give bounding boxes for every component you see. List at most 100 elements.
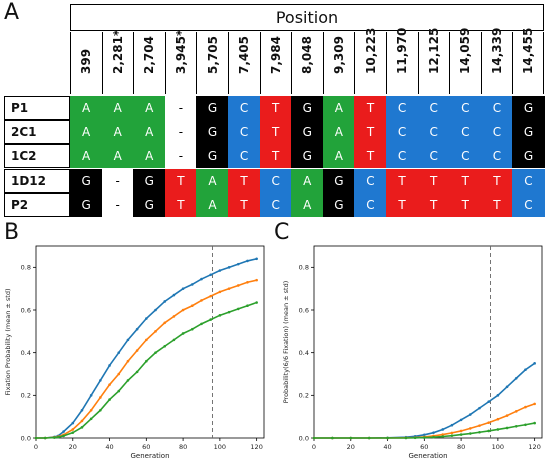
- series-2: [312, 421, 536, 440]
- chart-b: 0 20 40 60 80 100 120 0.0 0.2 0.4 0.6 0.8 Generation…: [4, 245, 265, 459]
- data-point: [99, 379, 102, 382]
- base-cell: T: [354, 144, 387, 168]
- data-point: [99, 396, 102, 399]
- y-tick-label: 0.8: [21, 264, 31, 272]
- base-cell: -: [164, 120, 197, 144]
- base-cell: A: [291, 193, 324, 217]
- y-tick-label: 0.4: [21, 349, 31, 357]
- data-point: [432, 431, 435, 434]
- plot-frame: [313, 245, 543, 439]
- data-point: [524, 405, 527, 409]
- data-point: [43, 436, 47, 440]
- x-tick-label: 120: [528, 443, 540, 451]
- data-point: [441, 435, 445, 438]
- data-point: [163, 300, 167, 303]
- position-label: 9,309: [332, 36, 347, 74]
- data-point: [255, 257, 258, 261]
- base-cell: G: [291, 120, 324, 144]
- x-tick-label: 0: [34, 443, 38, 451]
- data-point: [126, 379, 130, 382]
- data-point: [181, 332, 185, 335]
- y-tick-label: 0.0: [299, 434, 309, 442]
- data-point: [533, 362, 536, 365]
- data-point: [89, 417, 93, 421]
- base-cell: G: [512, 96, 545, 120]
- base-cell: T: [228, 193, 261, 217]
- data-point: [172, 338, 176, 342]
- data-point: [154, 330, 157, 333]
- position-col-8: 9,309: [322, 32, 355, 94]
- data-point: [89, 408, 93, 412]
- data-point: [200, 277, 203, 281]
- data-point: [34, 436, 38, 440]
- data-point: [80, 426, 84, 429]
- position-col-13: 14,339: [480, 28, 513, 94]
- data-point: [533, 402, 536, 406]
- x-tick-label: 40: [383, 443, 391, 451]
- data-point: [209, 294, 212, 298]
- base-cell: C: [449, 120, 482, 144]
- data-point: [163, 321, 167, 325]
- position-col-11: 12,125: [417, 28, 450, 94]
- base-cell: C: [449, 144, 482, 168]
- data-point: [62, 434, 65, 438]
- position-label: 3,945*: [174, 29, 189, 74]
- base-cell: C: [417, 144, 450, 168]
- row-label: 2C1: [4, 120, 70, 144]
- x-tick-label: 20: [69, 443, 77, 451]
- data-point: [349, 436, 353, 440]
- position-label: 14,455: [521, 27, 536, 74]
- base-cell: A: [101, 144, 134, 168]
- base-cell: C: [354, 193, 387, 217]
- y-axis-label: Probability(6/6 Fixation) (mean ± std): [282, 281, 290, 404]
- data-point: [218, 314, 222, 317]
- data-point: [386, 436, 389, 440]
- data-point: [514, 410, 518, 413]
- y-tick-label: 0.8: [299, 264, 309, 272]
- position-col-0: 399: [70, 32, 102, 94]
- x-tick-label: 80: [457, 443, 465, 451]
- data-point: [135, 327, 139, 331]
- series-line: [314, 362, 536, 439]
- data-point: [154, 351, 157, 354]
- data-point: [487, 400, 490, 404]
- data-point: [71, 428, 75, 431]
- data-point: [227, 310, 231, 314]
- base-cell: T: [259, 96, 292, 120]
- data-point: [117, 351, 121, 354]
- data-point: [312, 436, 316, 440]
- base-cell: G: [322, 193, 355, 217]
- base-cell: T: [480, 169, 513, 193]
- base-cell: A: [196, 169, 229, 193]
- base-cell: T: [449, 193, 482, 217]
- base-cell: C: [259, 193, 292, 217]
- data-point: [505, 385, 509, 389]
- base-cell: C: [449, 96, 482, 120]
- data-point: [524, 423, 527, 427]
- base-cell: T: [164, 169, 197, 193]
- row-label: 1D12: [4, 169, 70, 193]
- x-tick-label: 80: [179, 443, 187, 451]
- data-point: [108, 398, 111, 401]
- data-point: [135, 370, 139, 374]
- data-point: [423, 436, 426, 439]
- base-cell: G: [196, 144, 229, 168]
- base-cell: T: [259, 144, 292, 168]
- data-point: [432, 435, 435, 439]
- row-label: P1: [4, 96, 70, 120]
- base-cell: G: [70, 193, 103, 217]
- base-cell: C: [228, 120, 261, 144]
- base-cell: G: [196, 96, 229, 120]
- panel-letter-b: B: [4, 220, 20, 245]
- data-point: [56, 435, 60, 439]
- data-point: [209, 273, 212, 277]
- data-point: [181, 308, 185, 312]
- data-point: [459, 433, 463, 436]
- base-cell: A: [322, 120, 355, 144]
- data-point: [181, 287, 185, 290]
- base-cell: A: [133, 120, 166, 144]
- base-cell: G: [322, 169, 355, 193]
- data-point: [108, 383, 111, 386]
- data-point: [441, 433, 445, 436]
- data-point: [89, 394, 93, 397]
